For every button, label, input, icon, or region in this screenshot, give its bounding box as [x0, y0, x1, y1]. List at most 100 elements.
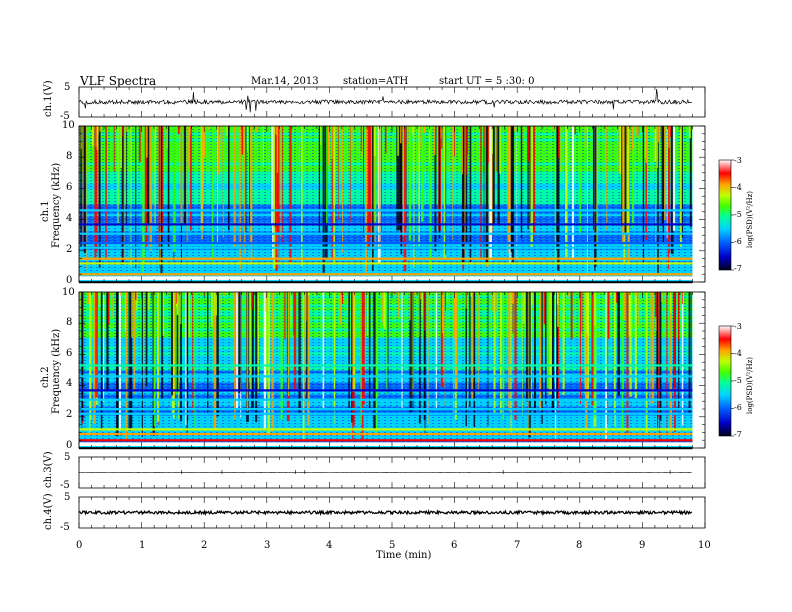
- ch1-spec-streak: [245, 126, 247, 233]
- ch2-spec-streak: [510, 292, 512, 434]
- ch2-spec-hf-burst: [98, 292, 101, 307]
- ch2-spec-hf-burst: [180, 292, 182, 325]
- ch1-spec-streak: [244, 126, 246, 254]
- ch2-spec-streak: [143, 292, 145, 391]
- ch2-spec-hf-burst: [162, 292, 164, 336]
- ch1-spec-streak: [452, 126, 453, 240]
- ch2-spec-hf-burst: [151, 292, 153, 299]
- ch2-spec-hf-burst: [447, 292, 449, 303]
- ch1-spec-hf-burst: [327, 126, 329, 155]
- ch2-spec-streak: [145, 292, 148, 387]
- ch1-spec-streak: [350, 126, 352, 222]
- ch2-spec-hf-burst: [512, 292, 514, 334]
- ch1-spec-hf-burst: [408, 126, 410, 145]
- ch2-spec-streak: [525, 292, 528, 402]
- ch2-spec-hf-burst: [120, 292, 123, 296]
- ch2-spec-streak: [286, 292, 290, 422]
- ch2-spec-streak: [89, 292, 92, 420]
- ch1-spec-hf-burst: [126, 126, 129, 133]
- ch1-spec-streak: [238, 126, 240, 266]
- ch1-spec-streak: [280, 126, 282, 238]
- ch2-spec-streak: [116, 292, 119, 430]
- ch2-spec-streak: [593, 292, 596, 418]
- ch1-spec-tick-6: 6: [66, 182, 73, 193]
- ch2-spec-streak: [128, 292, 132, 431]
- ch1-spec-streak: [438, 126, 441, 239]
- ch1-spec-hf-burst: [95, 126, 97, 147]
- ch2-spec-hf-burst: [420, 292, 422, 300]
- ch2-spec-hf-burst: [557, 292, 559, 327]
- ch2-spec-streak: [178, 292, 180, 419]
- ch1-spec-tick-8: 8: [66, 151, 73, 162]
- ch1-spec-hf-burst: [99, 126, 101, 132]
- ch1-spec-hf-burst: [320, 126, 322, 145]
- ch1-spec-band-low: [79, 278, 693, 281]
- ch2-spec-hf-burst: [570, 292, 573, 340]
- ch2-spec-streak: [465, 292, 467, 427]
- ch1-spec-streak: [532, 126, 536, 237]
- ch1-spec-hf-burst: [384, 126, 387, 153]
- ch2-spec-streak: [348, 292, 350, 410]
- ch2-spec-streak: [539, 292, 542, 411]
- ch2-spec-streak: [562, 292, 565, 396]
- ch2-spec-streak: [678, 292, 680, 409]
- ch2-spec-streak: [508, 292, 511, 411]
- ch2-spec-streak: [156, 292, 160, 422]
- ch1-spec-hf-burst: [487, 126, 489, 164]
- ch1-spec-hf-burst: [465, 126, 467, 175]
- ch4-wave-ylabel: ch.4(V): [43, 493, 54, 530]
- ch2-spec-streak: [545, 292, 547, 405]
- x-axis-label: Time (min): [376, 550, 432, 561]
- ch2-spec-streak: [669, 292, 672, 433]
- ch1-spec-hf-burst: [129, 126, 131, 151]
- ch2-spec-no-data: [692, 292, 693, 448]
- ch2-spec-hf-burst: [670, 292, 672, 295]
- ch2-spec-hf-burst: [314, 292, 316, 296]
- ch2-spec-band: [79, 439, 693, 442]
- ch1-spec-hf-burst: [496, 126, 498, 172]
- ch2-spec-hf-burst: [421, 292, 423, 316]
- ch2-spec-streak: [607, 292, 609, 425]
- ch2-spec-streak: [453, 292, 455, 415]
- ch1-spec-streak: [183, 126, 186, 226]
- ch2-spec-streak: [251, 292, 254, 411]
- ch1-spec-streak: [530, 126, 533, 248]
- ch1-spec-streak: [489, 126, 492, 261]
- ch1-spec-hf-burst: [638, 126, 640, 155]
- ch2-spec-streak: [298, 292, 301, 414]
- ch1-spec-streak: [180, 126, 183, 224]
- ch1-spec-streak: [289, 126, 292, 265]
- ch1-spec-streak: [275, 126, 278, 271]
- ch2-spec-streak: [471, 292, 473, 401]
- ch1-spec-streak: [510, 126, 513, 252]
- ch1-spec-hf-burst: [574, 126, 576, 135]
- ch2-spec-tick-0: 0: [66, 440, 73, 451]
- ch1-spec-hf-burst: [361, 126, 363, 158]
- ch2-spec-streak: [493, 292, 496, 413]
- ch2-spec-streak: [100, 292, 103, 431]
- ch2-spec-streak: [591, 292, 594, 406]
- cb2-bar: [718, 325, 732, 437]
- ch1-spec-band: [79, 209, 693, 212]
- ch2-spec-hf-burst: [556, 292, 559, 305]
- ch1-spec-streak: [418, 126, 420, 247]
- ch1-spec-hf-burst: [461, 126, 463, 175]
- ch1-spec-hf-burst: [188, 126, 190, 167]
- ch2-spec-streak: [303, 292, 305, 414]
- ch1-spec-hf-burst: [80, 126, 82, 151]
- cb2-tick-m7: -7: [734, 430, 742, 439]
- ch2-spec-streak: [651, 292, 655, 404]
- ch2-spec-hf-burst: [628, 292, 630, 336]
- ch1-spec-streak: [149, 126, 152, 251]
- ch2-spec-streak: [257, 292, 259, 393]
- ch1-spec-hf-burst: [113, 126, 115, 172]
- ch2-spec-streak: [478, 292, 479, 394]
- cb2-label: log(PSD)(V²/Hz): [746, 357, 754, 414]
- cb1-tick-m3: -3: [734, 156, 742, 165]
- ch4-wave-tick-top: 5: [64, 492, 71, 503]
- ch1-spec-hf-burst: [262, 126, 264, 168]
- ch2-spec-streak: [444, 292, 446, 407]
- ch1-spec-streak: [281, 126, 283, 245]
- ch1-spec-streak: [672, 126, 676, 231]
- ch1-spec-hf-burst: [433, 126, 436, 156]
